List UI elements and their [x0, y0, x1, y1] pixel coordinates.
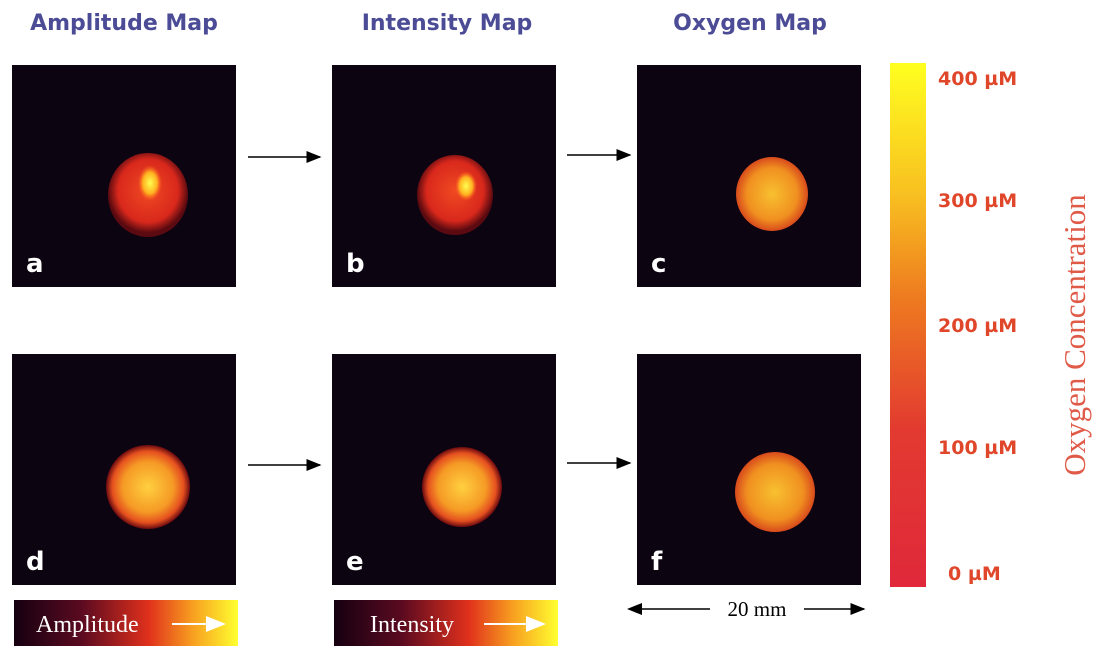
- panel-label: d: [26, 547, 45, 577]
- panel-label: f: [651, 547, 663, 577]
- panel-label: c: [651, 249, 666, 279]
- figure: Amplitude Map Intensity Map Oxygen Map a…: [0, 0, 1094, 648]
- panel: e: [332, 354, 556, 585]
- panel: c: [637, 65, 861, 287]
- colorbar-label: 0 µM: [948, 563, 1001, 585]
- colorbar-label: 200 µM: [938, 315, 1017, 337]
- colorbar-label: 300 µM: [938, 190, 1017, 212]
- legend-bar: Intensity: [334, 600, 558, 646]
- column-title: Intensity Map: [362, 11, 533, 36]
- legend-text: Intensity: [370, 612, 454, 638]
- scale-label: 20 mm: [728, 597, 787, 621]
- panel: f: [637, 354, 861, 585]
- column-title: Oxygen Map: [673, 11, 827, 36]
- colorbar-label: 100 µM: [938, 437, 1017, 459]
- panel: d: [12, 354, 236, 585]
- colorbar: [890, 63, 926, 587]
- legend-bar: Amplitude: [14, 600, 238, 646]
- panel-label: b: [346, 249, 365, 279]
- panel-label: e: [346, 547, 364, 577]
- panel-label: a: [26, 249, 44, 279]
- panel: b: [332, 65, 556, 287]
- legend-text: Amplitude: [36, 612, 139, 638]
- panel: a: [12, 65, 236, 287]
- colorbar-label: 400 µM: [938, 68, 1017, 90]
- column-title: Amplitude Map: [30, 11, 218, 36]
- colorbar-title: Oxygen Concentration: [1057, 194, 1092, 476]
- scale-bar: 20 mm: [642, 597, 864, 621]
